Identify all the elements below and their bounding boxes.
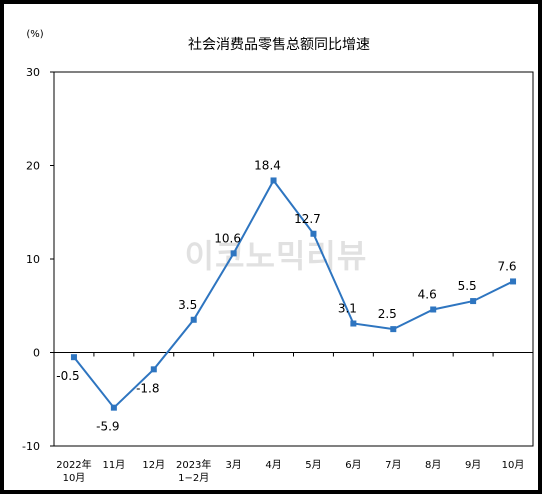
data-point	[270, 177, 277, 184]
x-tick-label: 1−2月	[178, 472, 209, 484]
data-point	[110, 404, 117, 411]
data-label: -1.8	[136, 381, 159, 395]
y-tick-label: 0	[33, 347, 40, 360]
x-tick-label: 7月	[385, 459, 401, 471]
y-unit-label: (%)	[26, 29, 43, 40]
watermark-text: 이코노믹리뷰	[185, 237, 368, 275]
data-label: 3.5	[178, 298, 197, 312]
data-label: -0.5	[56, 369, 79, 383]
data-point	[430, 306, 437, 313]
data-point	[190, 316, 197, 323]
data-label: 2.5	[378, 307, 397, 321]
data-label: 4.6	[418, 287, 437, 301]
x-tick-label: 11月	[103, 459, 126, 471]
data-point	[310, 230, 317, 237]
x-tick-label: 8月	[425, 459, 441, 471]
data-point	[70, 354, 77, 361]
y-tick-label: 10	[26, 253, 40, 266]
data-point	[390, 326, 397, 333]
data-labels: -0.5 -5.9 -1.8 3.5 10.6 18.4 12.7 3.1 2.5 4.6 5.5 7…	[56, 158, 516, 433]
x-tick-label: 10月	[502, 459, 525, 471]
x-tick-label: 12月	[142, 459, 165, 471]
data-label: 12.7	[294, 212, 321, 226]
chart-title: 社会消费品零售总额同比增速	[188, 37, 370, 53]
data-label: 7.6	[497, 259, 516, 273]
x-tick-label: 6月	[345, 459, 361, 471]
data-label: 3.1	[338, 302, 357, 316]
data-point	[150, 366, 157, 373]
y-tick-label: -10	[22, 440, 40, 453]
data-label: -5.9	[96, 420, 119, 434]
data-label: 10.6	[214, 231, 241, 245]
axes: -10 0 10 20 30	[22, 66, 534, 453]
data-label: 5.5	[458, 279, 477, 293]
y-tick-label: 30	[26, 66, 40, 79]
series-line	[70, 177, 517, 411]
data-point	[230, 250, 237, 257]
x-tick-label: 10月	[63, 472, 86, 484]
x-tick-label: 9月	[465, 459, 481, 471]
x-tick-label: 3月	[225, 459, 241, 471]
data-label: 18.4	[254, 158, 281, 172]
data-point	[470, 298, 477, 305]
line-chart: 社会消费品零售总额同比增速 (%) -10 0 10 20 30 이코노믹리뷰 -0.5…	[22, 29, 534, 484]
data-point	[510, 278, 517, 285]
watermark: 이코노믹리뷰	[185, 237, 368, 275]
x-tick-label: 4月	[265, 459, 281, 471]
x-tick-label: 2022年	[56, 458, 91, 471]
y-tick-label: 20	[26, 160, 40, 173]
x-tick-label: 5月	[305, 459, 321, 471]
x-tick-label: 2023年	[176, 458, 211, 471]
data-point	[350, 320, 357, 327]
series-path	[73, 178, 514, 410]
